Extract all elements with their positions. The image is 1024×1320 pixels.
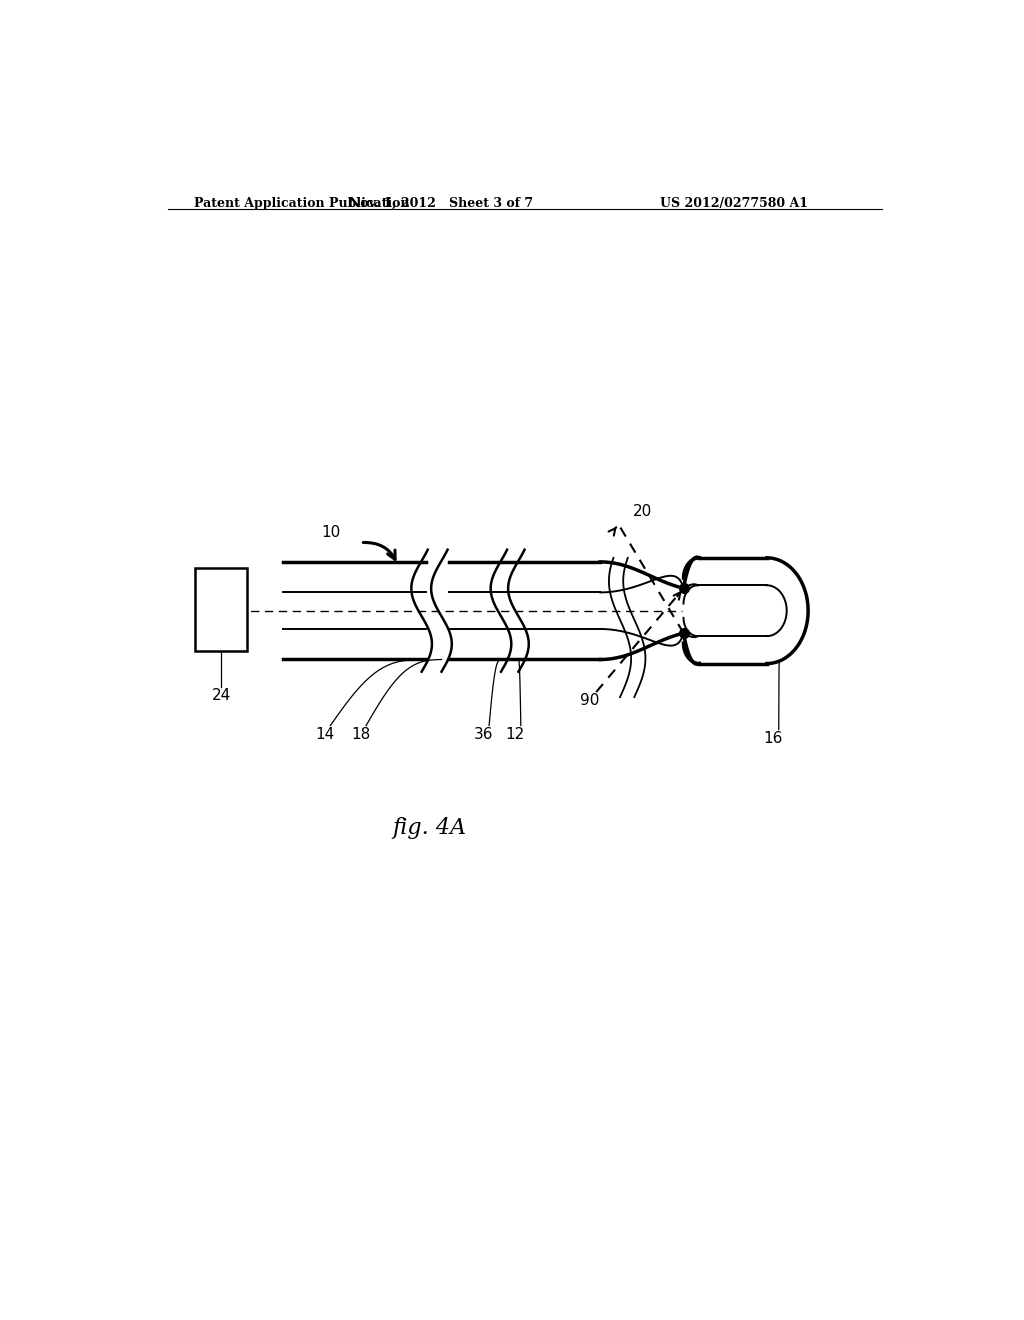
Bar xyxy=(196,568,247,651)
Text: US 2012/0277580 A1: US 2012/0277580 A1 xyxy=(659,197,808,210)
Text: Nov. 1, 2012   Sheet 3 of 7: Nov. 1, 2012 Sheet 3 of 7 xyxy=(349,197,534,210)
Text: 36: 36 xyxy=(474,727,494,742)
Text: 90: 90 xyxy=(581,693,600,709)
Text: 24: 24 xyxy=(212,688,230,704)
Text: Patent Application Publication: Patent Application Publication xyxy=(194,197,410,210)
Text: fig. 4A: fig. 4A xyxy=(392,817,467,840)
Text: 16: 16 xyxy=(764,731,783,746)
Text: 12: 12 xyxy=(506,727,525,742)
Text: 18: 18 xyxy=(351,727,370,742)
Text: 10: 10 xyxy=(322,524,341,540)
Text: 14: 14 xyxy=(315,727,335,742)
Text: 20: 20 xyxy=(633,504,652,519)
